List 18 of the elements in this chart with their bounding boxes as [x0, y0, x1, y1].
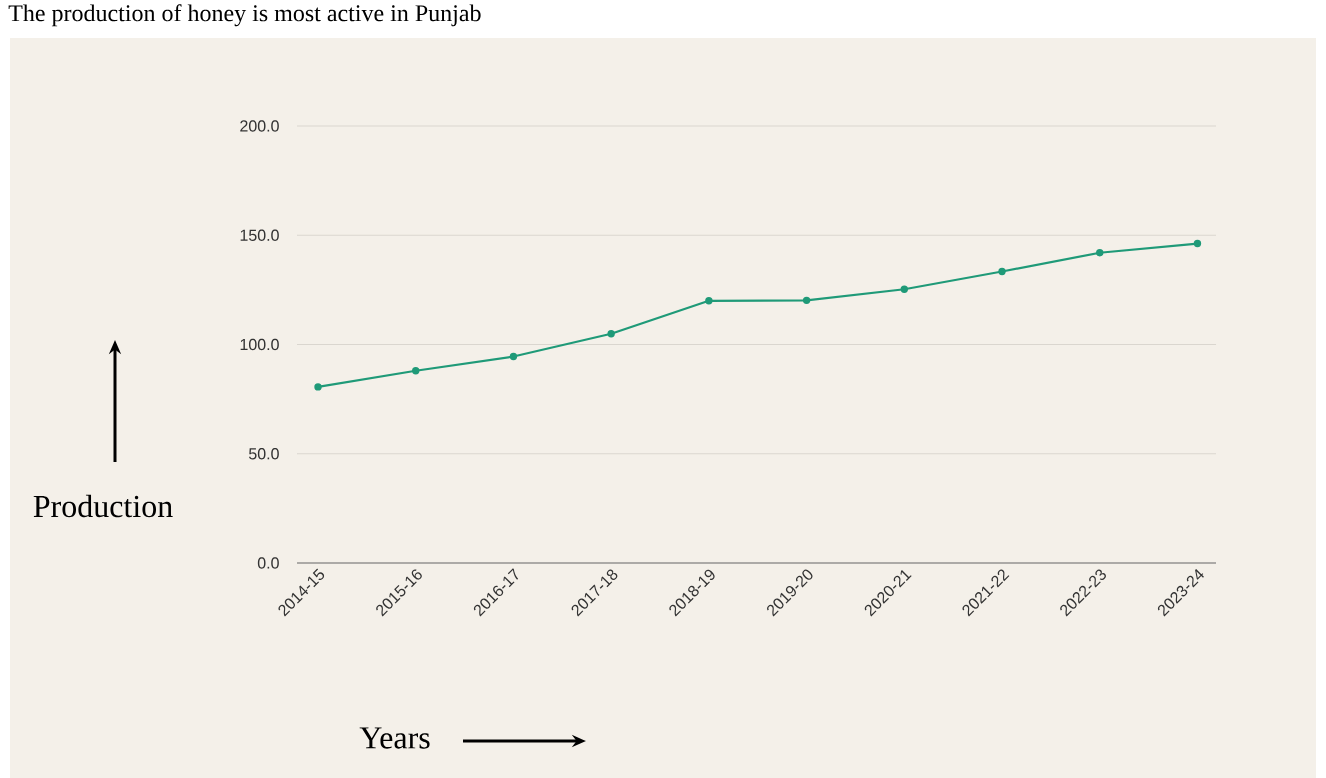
- point: [509, 352, 518, 361]
- point: [900, 285, 909, 293]
- y-tick-label: 200.0: [240, 120, 279, 132]
- y-tick-label: 0.0: [257, 557, 279, 569]
- point: [1193, 239, 1202, 248]
- y-tick-label: 150.0: [240, 229, 279, 241]
- chart-title: The production of honey is most active in Punjab: [8, 4, 481, 27]
- y-tick-label: 50.0: [248, 448, 279, 460]
- point: [705, 297, 713, 305]
- point: [607, 330, 615, 338]
- y-tick-label: 100.0: [240, 338, 279, 351]
- point: [998, 267, 1006, 276]
- point: [1096, 249, 1104, 257]
- point: [314, 383, 322, 391]
- point: [802, 296, 811, 305]
- y-axis-title: Production: [33, 494, 173, 518]
- point: [412, 367, 420, 375]
- x-axis-title: Years: [359, 727, 430, 749]
